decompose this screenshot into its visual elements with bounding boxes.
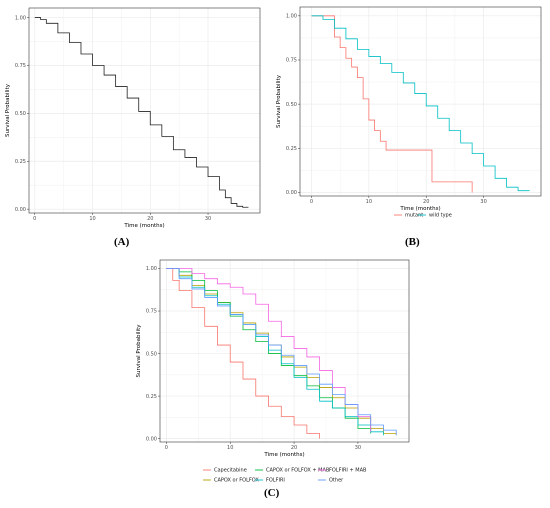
series-line-other (166, 268, 397, 436)
y-tick-label: 0.50 (15, 111, 26, 117)
panel-label-a: (A) (114, 236, 130, 248)
x-tick-label: 10 (89, 216, 95, 222)
legend-label: CAPOX or FOLFOX + MAB (266, 468, 330, 474)
series-line-mutant (311, 15, 473, 193)
series-line-capox-or-folfox-mab (166, 268, 372, 434)
legend-item: CAPOX or FOLFOX + MAB (255, 468, 330, 474)
chart-a: 0 10 20 30 0.00 0.25 0.50 0.75 1.00 Time (months)… (5, 7, 261, 229)
y-axis-label: Survival Probability (136, 324, 142, 378)
x-tick-label: 10 (366, 199, 372, 205)
y-tick-label: 0.00 (146, 436, 157, 442)
y-tick-label: 0.00 (15, 207, 26, 213)
panel-label-b: (B) (405, 236, 420, 248)
x-tick-label: 0 (310, 199, 313, 205)
x-tick-label: 20 (147, 216, 153, 222)
y-axis-label: Survival Probability (5, 83, 11, 137)
panel-label-c: (C) (264, 487, 280, 499)
series-line-folfiri-mab (166, 268, 372, 432)
series-line-capecitabine (166, 268, 321, 439)
y-tick-label: 0.25 (15, 159, 26, 165)
legend-item: mutant (394, 213, 423, 219)
y-tick-label: 1.00 (286, 14, 297, 20)
y-axis-label: Survival Probability (276, 74, 282, 128)
series-line-wild-type (311, 15, 530, 192)
x-tick-label: 0 (33, 216, 36, 222)
x-tick-label: 30 (355, 445, 361, 451)
y-tick-label: 0.50 (146, 351, 157, 357)
x-tick-label: 20 (291, 445, 297, 451)
x-tick-label: 20 (423, 199, 429, 205)
y-tick-label: 0.25 (146, 394, 157, 400)
x-tick-label: 30 (480, 199, 486, 205)
y-tick-label: 1.00 (15, 15, 26, 21)
y-tick-label: 0.75 (286, 58, 297, 64)
y-tick-label: 0.75 (15, 63, 26, 69)
x-axis-label: Time (months) (123, 223, 164, 229)
series-line-folfiri (166, 268, 384, 436)
y-tick-label: 0.75 (146, 309, 157, 315)
chart-b: 0 10 20 30 0.00 0.25 0.50 0.75 1.00 Time (months)… (276, 6, 542, 219)
x-tick-label: 30 (205, 216, 211, 222)
legend-item: Other (318, 478, 344, 484)
panel-border (159, 259, 410, 443)
x-axis-label: Time (months) (263, 452, 304, 458)
y-tick-label: 0.50 (286, 102, 297, 108)
panel-border (28, 7, 261, 214)
legend-item: wild type (418, 213, 452, 219)
legend-label: CAPOX or FOLFOX (214, 478, 259, 484)
legend-label: FOLFIRI + MAB (329, 468, 367, 474)
legend-label: FOLFIRI (266, 478, 285, 484)
legend-item: Capecitabine (203, 468, 247, 474)
legend-label: Other (329, 478, 344, 484)
legend-item: CAPOX or FOLFOX (203, 478, 259, 484)
y-tick-label: 0.25 (286, 146, 297, 152)
legend-item: FOLFIRI + MAB (318, 468, 367, 474)
x-tick-label: 10 (227, 445, 233, 451)
legend-item: FOLFIRI (255, 478, 285, 484)
chart-c: 0 10 20 30 0.00 0.25 0.50 0.75 1.00 Time (months)… (136, 259, 410, 484)
panel-border (299, 6, 542, 197)
legend-label: wild type (429, 213, 452, 219)
y-tick-label: 1.00 (146, 266, 157, 272)
y-tick-label: 0.00 (286, 190, 297, 196)
series-line-survival (34, 17, 249, 208)
legend-label: mutant (405, 213, 423, 219)
legend-label: Capecitabine (214, 468, 247, 474)
x-axis-label: Time (months) (399, 206, 440, 212)
x-tick-label: 0 (165, 445, 168, 451)
